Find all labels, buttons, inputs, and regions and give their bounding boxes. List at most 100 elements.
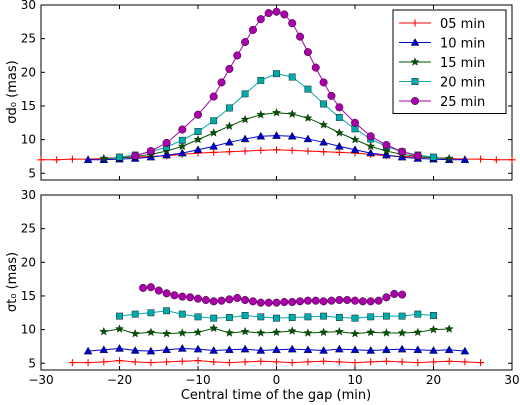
p0-s0-point-29 — [492, 156, 500, 164]
p0-s4-point-14 — [280, 10, 289, 19]
p1-s2-point-16 — [350, 329, 360, 338]
p0-s2-point-10 — [256, 110, 266, 119]
p1-s1-point-17 — [350, 345, 360, 354]
legend-label-2: 15 min — [440, 56, 485, 71]
p1-s2-point-18 — [382, 328, 391, 337]
x-tick-label-6: 30 — [504, 373, 519, 387]
p1-s1-point-21 — [413, 345, 423, 354]
p1-s3-point-4 — [178, 310, 186, 318]
p0-s4-point-17 — [303, 48, 312, 57]
p1-s4-point-11 — [225, 295, 234, 304]
p1-s2-point-0 — [99, 327, 109, 336]
legend-label-1: 10 min — [440, 37, 485, 52]
p0-s4-point-2 — [162, 138, 171, 147]
p1-s3-point-6 — [210, 314, 218, 322]
p0-s3-point-8 — [241, 90, 249, 98]
p1-s2-point-10 — [256, 328, 266, 337]
p1-s3-point-14 — [335, 314, 343, 321]
p0-s4-point-18 — [311, 63, 320, 72]
p1-s3-point-5 — [194, 313, 202, 321]
p1-s1-point-4 — [146, 346, 156, 355]
p0-s4-point-5 — [209, 92, 218, 101]
p1-s4-point-0 — [139, 283, 148, 292]
p1-s2-point-19 — [397, 328, 407, 337]
p0-y-axis-label: σd₀ (mas) — [5, 60, 20, 123]
p1-s0-point-12 — [257, 357, 265, 365]
p0-y-tick-label-1: 10 — [21, 133, 36, 147]
p1-s3-point-2 — [147, 309, 155, 317]
legend: 05 min 10 min 15 min 20 min 25 min — [392, 9, 507, 114]
p1-s1-point-6 — [177, 344, 187, 352]
p1-s4-point-27 — [351, 296, 360, 305]
p0-s0-point-12 — [225, 148, 233, 156]
p1-s0-point-17 — [335, 358, 343, 366]
p1-s4-point-1 — [146, 283, 155, 292]
p0-s0-point-15 — [273, 146, 280, 154]
x-tick-label-5: 20 — [426, 373, 441, 387]
legend-label-3: 20 min — [440, 76, 485, 91]
p1-s2-point-2 — [130, 329, 140, 338]
p0-s1-point-11 — [256, 131, 266, 140]
p0-s4-point-1 — [146, 147, 155, 156]
p1-s1-point-15 — [319, 346, 328, 354]
p1-s0-point-19 — [367, 358, 375, 366]
p1-s0-point-4 — [131, 358, 139, 366]
p1-series-0 — [68, 357, 485, 367]
p1-s2-point-11 — [272, 327, 281, 337]
p0-s0-point-16 — [288, 146, 296, 154]
p1-s1-point-11 — [256, 346, 266, 354]
p1-s4-point-6 — [186, 293, 195, 302]
p1-s4-point-10 — [217, 296, 226, 305]
p0-s4-point-12 — [264, 9, 273, 18]
x-tick-label-1: −20 — [107, 373, 132, 387]
p1-s4-point-23 — [319, 297, 328, 306]
p1-s3-point-12 — [304, 313, 312, 321]
p1-y-tick-label-4: 25 — [21, 222, 36, 236]
p1-s0-point-9 — [210, 358, 218, 366]
p1-s4-point-29 — [366, 297, 375, 306]
p0-s2-point-9 — [240, 114, 250, 124]
p1-s1-point-3 — [130, 346, 140, 354]
legend-label-4: 25 min — [440, 95, 485, 110]
p0-s0-point-14 — [257, 146, 265, 154]
p1-s4-point-24 — [327, 296, 336, 305]
p0-s4-point-11 — [256, 15, 265, 24]
p1-s4-point-28 — [358, 297, 367, 306]
p0-s1-point-24 — [460, 155, 470, 164]
p0-s3-point-13 — [320, 100, 327, 108]
p0-s3-point-7 — [225, 104, 233, 112]
p0-s2-point-15 — [334, 128, 344, 137]
p1-s2-point-20 — [413, 327, 423, 337]
p1-s2-point-6 — [193, 327, 203, 337]
p1-s4-point-7 — [193, 294, 202, 303]
p0-s0-point-0 — [37, 156, 45, 164]
p1-series-4 — [139, 283, 407, 307]
p0-s1-point-9 — [225, 137, 234, 146]
p1-s1-point-9 — [225, 345, 234, 354]
p1-s4-point-18 — [280, 298, 289, 307]
p1-s2-point-8 — [225, 328, 234, 337]
p0-s2-point-22 — [444, 153, 454, 163]
p0-s4-point-19 — [319, 78, 328, 87]
p1-s0-point-26 — [477, 359, 485, 367]
p1-s3-point-13 — [320, 312, 327, 320]
p1-s1-point-16 — [334, 344, 344, 353]
p1-s0-point-6 — [163, 358, 171, 366]
p1-s4-point-4 — [170, 291, 179, 300]
p1-y-tick-label-3: 20 — [21, 255, 36, 269]
p0-s0-point-11 — [210, 148, 218, 156]
p1-s1-point-12 — [272, 345, 281, 354]
p1-y-tick-label-5: 30 — [21, 188, 36, 202]
p0-y-tick-label-5: 30 — [21, 0, 36, 12]
p1-s4-point-5 — [178, 292, 187, 301]
p1-series-3 — [116, 307, 437, 322]
plegend-s4-point-0 — [411, 96, 420, 105]
p1-s2-point-3 — [146, 327, 156, 337]
p0-y-tick-label-2: 15 — [21, 99, 36, 113]
plegend-s2-point-0 — [410, 57, 420, 66]
p1-s0-point-13 — [273, 358, 280, 366]
p1-s4-point-8 — [201, 296, 210, 305]
p1-s1-point-24 — [460, 346, 470, 355]
p0-y-tick-label-0: 5 — [28, 166, 36, 180]
p0-s3-point-0 — [116, 153, 123, 161]
